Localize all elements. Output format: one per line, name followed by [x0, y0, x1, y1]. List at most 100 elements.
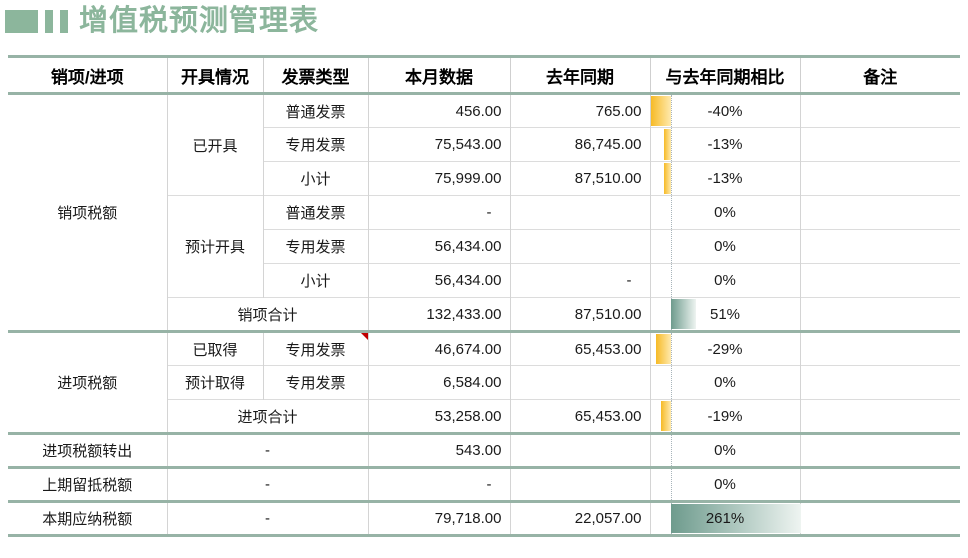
cell-current-month[interactable]: - [368, 195, 511, 230]
title-rect-shape [5, 9, 38, 33]
cell-invoice-type[interactable]: 专用发票 [263, 229, 369, 264]
cell-invoice-type[interactable]: 普通发票 [263, 195, 369, 230]
cell-remark[interactable] [800, 433, 960, 468]
cell-last-year[interactable]: 22,057.00 [510, 501, 651, 536]
cell-last-year[interactable]: 86,745.00 [510, 127, 651, 162]
header-row: 销项/进项 开具情况 发票类型 本月数据 去年同期 与去年同期相比 备注 [8, 56, 960, 94]
cell-change[interactable]: 51% [650, 297, 801, 332]
cell-category[interactable]: 进项税额转出 [8, 433, 168, 468]
cell-category[interactable]: 本期应纳税额 [8, 501, 168, 536]
cell-remark[interactable] [800, 263, 960, 298]
cell-invoice-type[interactable]: 专用发票 [263, 365, 369, 400]
cell-merged-dash[interactable]: - [167, 501, 369, 536]
cell-remark[interactable] [800, 467, 960, 502]
header-category[interactable]: 销项/进项 [8, 56, 168, 94]
header-current-month[interactable]: 本月数据 [368, 56, 511, 94]
cell-merged-dash[interactable]: - [167, 467, 369, 502]
cell-last-year[interactable] [510, 195, 651, 230]
cell-invoice-type[interactable]: 专用发票 [263, 331, 369, 366]
cell-current-month[interactable]: 75,999.00 [368, 161, 511, 196]
table-row: 专用发票 75,543.00 86,745.00 -13% [8, 127, 960, 162]
cell-subtotal-label[interactable]: 销项合计 [167, 297, 369, 332]
cell-last-year[interactable] [510, 467, 651, 502]
cell-last-year[interactable]: 87,510.00 [510, 161, 651, 196]
table-row: 专用发票 56,434.00 0% [8, 229, 960, 264]
cell-status[interactable]: 已开具 [167, 93, 264, 196]
vat-forecast-table: 销项/进项 开具情况 发票类型 本月数据 去年同期 与去年同期相比 备注 销项税… [8, 55, 960, 537]
cell-change[interactable]: -19% [650, 399, 801, 434]
cell-remark[interactable] [800, 229, 960, 264]
cell-change[interactable]: 0% [650, 365, 801, 400]
cell-invoice-type[interactable]: 小计 [263, 263, 369, 298]
cell-current-month[interactable]: 75,543.00 [368, 127, 511, 162]
cell-invoice-type[interactable]: 普通发票 [263, 93, 369, 128]
cell-last-year[interactable] [510, 229, 651, 264]
cell-current-month[interactable]: 456.00 [368, 93, 511, 128]
cell-last-year[interactable]: 87,510.00 [510, 297, 651, 332]
cell-change[interactable]: 261% [650, 501, 801, 536]
cell-change[interactable]: 0% [650, 433, 801, 468]
title-bar-shape-2 [60, 9, 68, 33]
change-bar [661, 401, 671, 431]
cell-status[interactable]: 预计开具 [167, 195, 264, 298]
comment-indicator[interactable] [360, 333, 368, 340]
title-bar-shape-1 [45, 9, 53, 33]
change-bar [670, 504, 801, 533]
header-remark[interactable]: 备注 [863, 67, 898, 87]
change-bar [656, 334, 671, 364]
cell-last-year[interactable] [510, 433, 651, 468]
cell-current-month[interactable]: 543.00 [368, 433, 511, 468]
cell-status[interactable]: 已取得 [167, 331, 264, 366]
header-invoice-type[interactable]: 发票类型 [263, 56, 369, 94]
cell-current-month[interactable]: 6,584.00 [368, 365, 511, 400]
header-status[interactable]: 开具情况 [167, 56, 264, 94]
cell-change[interactable]: -13% [650, 161, 801, 196]
cell-subtotal-label[interactable]: 进项合计 [167, 399, 369, 434]
cell-change[interactable]: 0% [650, 263, 801, 298]
cell-remark[interactable] [800, 93, 960, 128]
table-row: 预计取得 专用发票 6,584.00 0% [8, 365, 960, 400]
table-row: 小计 56,434.00 - 0% [8, 263, 960, 298]
cell-category[interactable]: 销项税额 [8, 93, 168, 332]
cell-status[interactable]: 预计取得 [167, 365, 264, 400]
cell-change[interactable]: 0% [650, 467, 801, 502]
cell-change[interactable]: 0% [650, 195, 801, 230]
cell-merged-dash[interactable]: - [167, 433, 369, 468]
cell-invoice-type[interactable]: 专用发票 [263, 127, 369, 162]
cell-remark[interactable] [800, 195, 960, 230]
header-change[interactable]: 与去年同期相比 [650, 56, 801, 94]
header-last-year[interactable]: 去年同期 [510, 56, 651, 94]
cell-remark[interactable] [800, 127, 960, 162]
cell-category[interactable]: 进项税额 [8, 331, 168, 434]
table-row: 预计开具 普通发票 - 0% [8, 195, 960, 298]
title-marker-icon [5, 9, 68, 33]
cell-change[interactable]: -40% [650, 93, 801, 128]
cell-change[interactable]: 0% [650, 229, 801, 264]
change-bar [650, 96, 671, 126]
cell-remark[interactable] [800, 331, 960, 366]
change-bar [664, 163, 671, 194]
cell-current-month[interactable]: 46,674.00 [368, 331, 511, 366]
cell-current-month[interactable]: 56,434.00 [368, 263, 511, 298]
cell-last-year[interactable]: 765.00 [510, 93, 651, 128]
cell-change[interactable]: -29% [650, 331, 801, 366]
cell-last-year[interactable]: - [510, 263, 651, 298]
cell-current-month[interactable]: 56,434.00 [368, 229, 511, 264]
cell-remark[interactable] [800, 161, 960, 196]
cell-category[interactable]: 上期留抵税额 [8, 467, 168, 502]
table-row: 上期留抵税额 - - 0% [8, 467, 960, 502]
cell-current-month[interactable]: 132,433.00 [368, 297, 511, 332]
cell-change[interactable]: -13% [650, 127, 801, 162]
cell-current-month[interactable]: 53,258.00 [368, 399, 511, 434]
cell-remark[interactable] [800, 297, 960, 332]
cell-current-month[interactable]: - [368, 467, 511, 502]
cell-remark[interactable] [800, 399, 960, 434]
cell-last-year[interactable]: 65,453.00 [510, 331, 651, 366]
cell-last-year[interactable] [510, 365, 651, 400]
cell-current-month[interactable]: 79,718.00 [368, 501, 511, 536]
table-row: 进项合计 53,258.00 65,453.00 -19% [8, 399, 960, 434]
cell-remark[interactable] [800, 501, 960, 536]
cell-remark[interactable] [800, 365, 960, 400]
cell-last-year[interactable]: 65,453.00 [510, 399, 651, 434]
cell-invoice-type[interactable]: 小计 [263, 161, 369, 196]
